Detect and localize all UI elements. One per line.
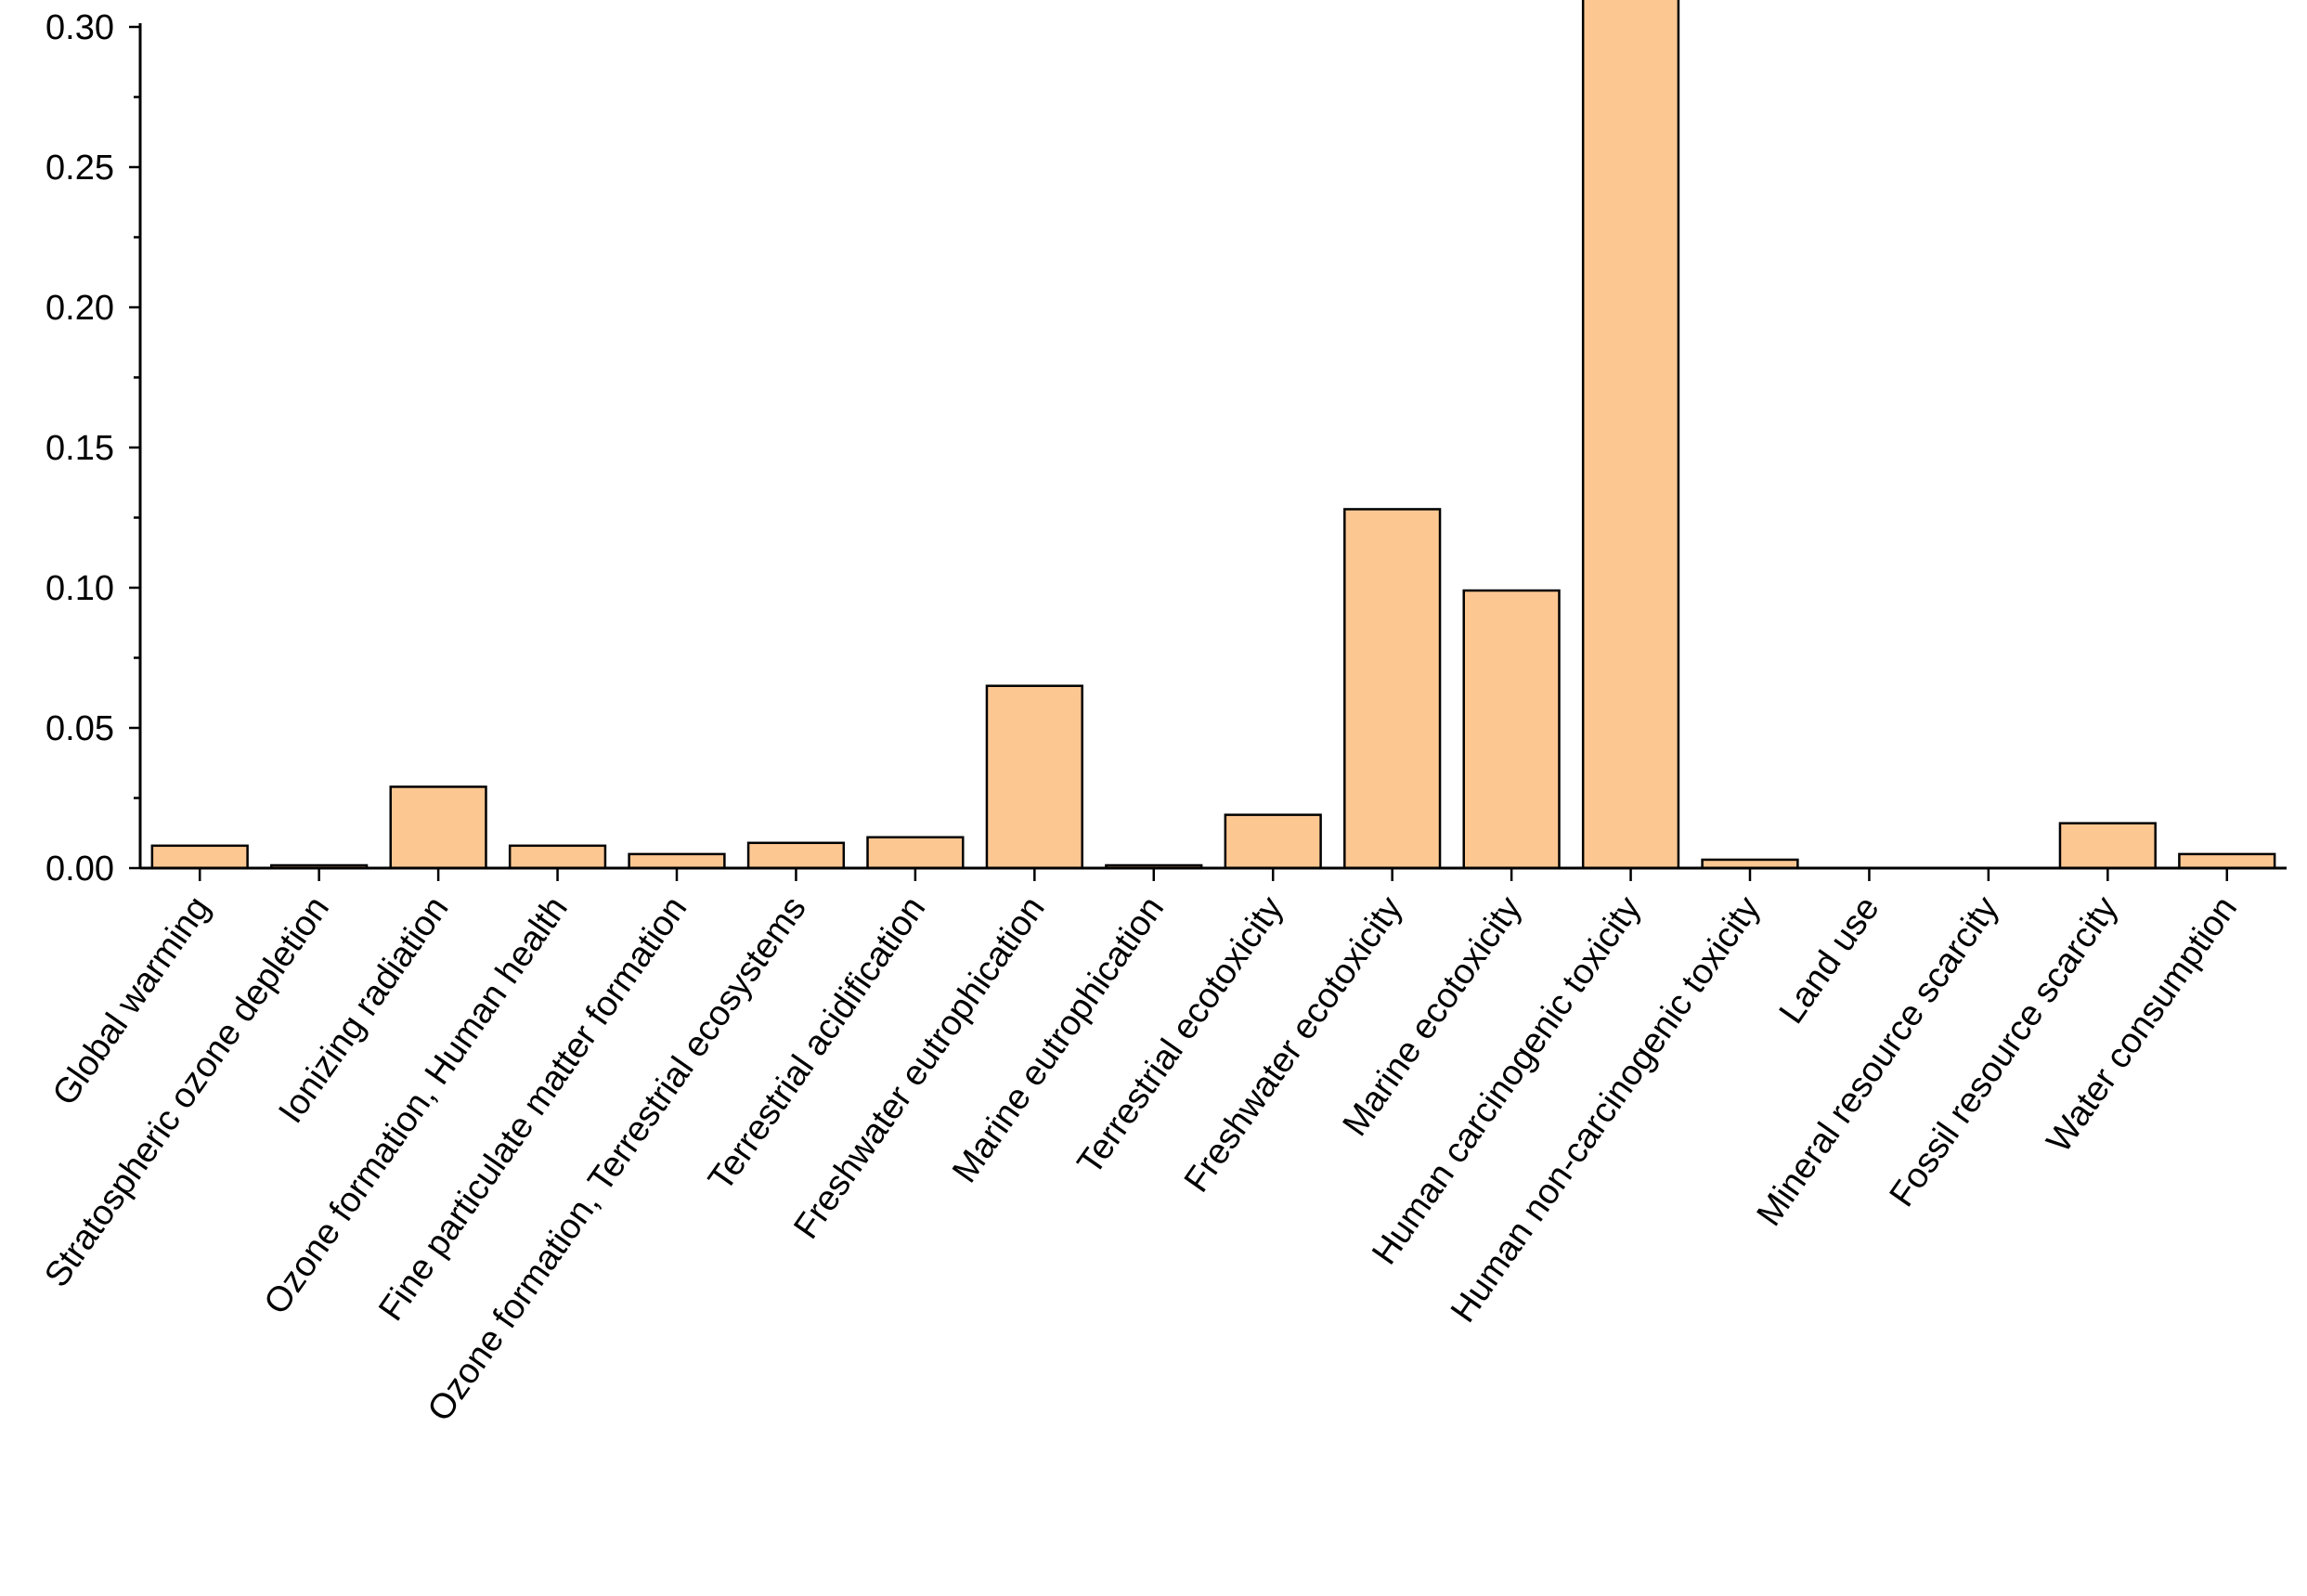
y-tick-label: 0.30	[45, 8, 114, 47]
x-tick-label: Terrestrial acidification	[701, 889, 933, 1198]
y-ticks: 0.000.050.100.150.200.250.300.35	[45, 8, 140, 889]
bar	[1224, 813, 1322, 870]
bar	[866, 836, 965, 870]
bar	[746, 841, 846, 870]
bar	[1343, 508, 1442, 870]
bar	[2178, 852, 2276, 870]
y-tick-label: 0.00	[45, 850, 114, 889]
x-tick-label: Land use	[1772, 889, 1887, 1031]
y-tick-label: 0.25	[45, 149, 114, 188]
bar	[150, 844, 249, 870]
x-tick-label: Terrestrial ecotoxicity	[1070, 889, 1291, 1182]
bar	[2058, 822, 2157, 870]
y-tick-label: 0.15	[45, 429, 114, 468]
x-tick-label: Freshwater eutrophication	[786, 889, 1052, 1246]
axes-layer	[138, 23, 2287, 870]
x-tick-label: Freshwater ecotoxicity	[1177, 889, 1410, 1200]
x-tick-label: Mineral resource scarcity	[1750, 889, 2007, 1233]
x-tick-label: Fossil resource scarcity	[1883, 889, 2126, 1213]
bar	[1462, 589, 1561, 870]
bar	[389, 785, 487, 870]
y-tick-label: 0.10	[45, 569, 114, 608]
bar	[508, 844, 607, 870]
y-tick-label: 0.20	[45, 289, 114, 328]
bar	[628, 852, 726, 870]
bar	[985, 684, 1083, 870]
y-tick-label: 0.05	[45, 709, 114, 748]
bar	[1581, 0, 1680, 870]
bars-layer	[150, 0, 2276, 870]
x-tick-label: Marine eutrophication	[945, 889, 1172, 1189]
